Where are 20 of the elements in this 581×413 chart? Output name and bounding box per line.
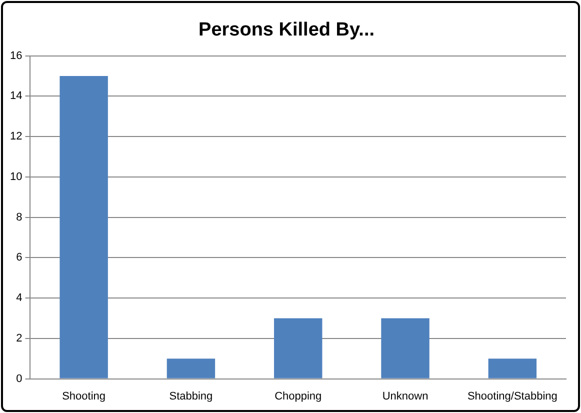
y-tick-label: 6 — [16, 252, 22, 264]
y-tick-label: 16 — [10, 50, 22, 62]
x-tick-label: Chopping — [274, 390, 322, 402]
bar — [381, 318, 430, 378]
chart-title: Persons Killed By... — [198, 20, 374, 41]
y-tick-label: 8 — [16, 211, 22, 224]
x-tick-label: Stabbing — [169, 390, 213, 402]
bar — [60, 76, 108, 378]
y-tick-label: 4 — [16, 292, 22, 304]
bar — [274, 318, 322, 378]
bar — [166, 358, 216, 378]
y-tick-label: 14 — [10, 90, 22, 102]
bar — [488, 358, 537, 378]
y-tick-label: 10 — [10, 170, 22, 183]
y-tick-label: 2 — [16, 332, 22, 344]
x-tick-label: Shooting — [62, 390, 106, 402]
y-tick-label: 0 — [16, 372, 22, 385]
x-tick-label: Shooting/Stabbing — [467, 390, 558, 402]
y-tick-label: 12 — [10, 130, 22, 143]
x-tick-label: Unknown — [382, 390, 428, 402]
